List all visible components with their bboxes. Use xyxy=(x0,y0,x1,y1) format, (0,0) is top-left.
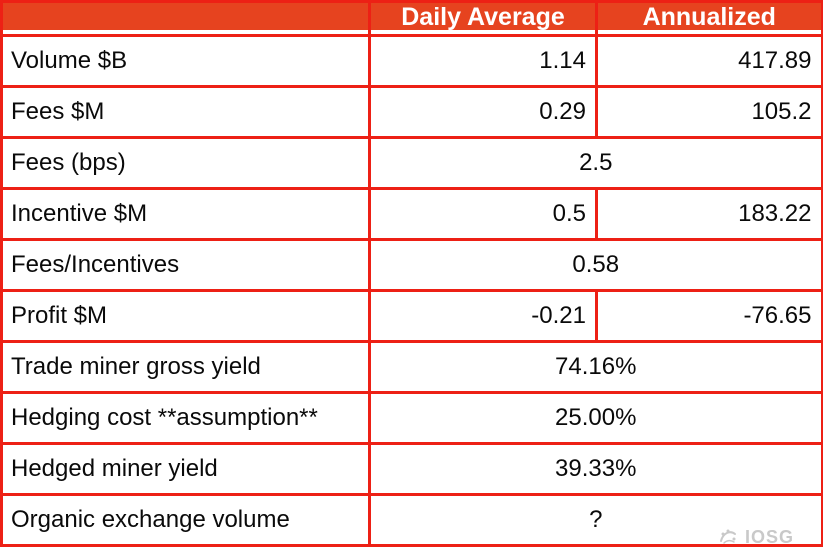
row-label: Fees/Incentives xyxy=(0,238,371,292)
table-row: Profit $M -0.21 -76.65 xyxy=(0,289,823,343)
row-label: Fees $M xyxy=(0,85,371,139)
row-label: Incentive $M xyxy=(0,187,371,241)
table-row: Trade miner gross yield 74.16% xyxy=(0,340,823,394)
annualized-value: -76.65 xyxy=(595,289,823,343)
table-row: Organic exchange volume ? xyxy=(0,493,823,547)
daily-average-value: 1.14 xyxy=(368,34,598,88)
row-label: Hedged miner yield xyxy=(0,442,371,496)
table-row: Fees $M 0.29 105.2 xyxy=(0,85,823,139)
merged-value: 25.00% xyxy=(368,391,823,445)
row-label: Trade miner gross yield xyxy=(0,340,371,394)
merged-value: 2.5 xyxy=(368,136,823,190)
header-empty-cell xyxy=(0,0,371,37)
merged-value: 74.16% xyxy=(368,340,823,394)
row-label: Hedging cost **assumption** xyxy=(0,391,371,445)
merged-value: 0.58 xyxy=(368,238,823,292)
watermark: IOSG xyxy=(718,526,794,548)
table-row: Hedged miner yield 39.33% xyxy=(0,442,823,496)
table-row: Fees (bps) 2.5 xyxy=(0,136,823,190)
merged-value: ? xyxy=(368,493,823,547)
annualized-value: 183.22 xyxy=(595,187,823,241)
iosg-logo-icon xyxy=(720,529,736,544)
daily-average-value: 0.29 xyxy=(368,85,598,139)
row-label: Organic exchange volume xyxy=(0,493,371,547)
annualized-value: 105.2 xyxy=(595,85,823,139)
daily-average-value: -0.21 xyxy=(368,289,598,343)
table-row: Incentive $M 0.5 183.22 xyxy=(0,187,823,241)
watermark-text: IOSG xyxy=(745,526,795,547)
row-label: Fees (bps) xyxy=(0,136,371,190)
daily-average-value: 0.5 xyxy=(368,187,598,241)
header-row: Daily Average Annualized xyxy=(0,0,823,37)
row-label: Volume $B xyxy=(0,34,371,88)
header-daily-average: Daily Average xyxy=(368,0,598,37)
table-row: Fees/Incentives 0.58 xyxy=(0,238,823,292)
table-row: Volume $B 1.14 417.89 xyxy=(0,34,823,88)
merged-value: 39.33% xyxy=(368,442,823,496)
table-row: Hedging cost **assumption** 25.00% xyxy=(0,391,823,445)
annualized-value: 417.89 xyxy=(595,34,823,88)
row-label: Profit $M xyxy=(0,289,371,343)
header-annualized: Annualized xyxy=(595,0,823,37)
